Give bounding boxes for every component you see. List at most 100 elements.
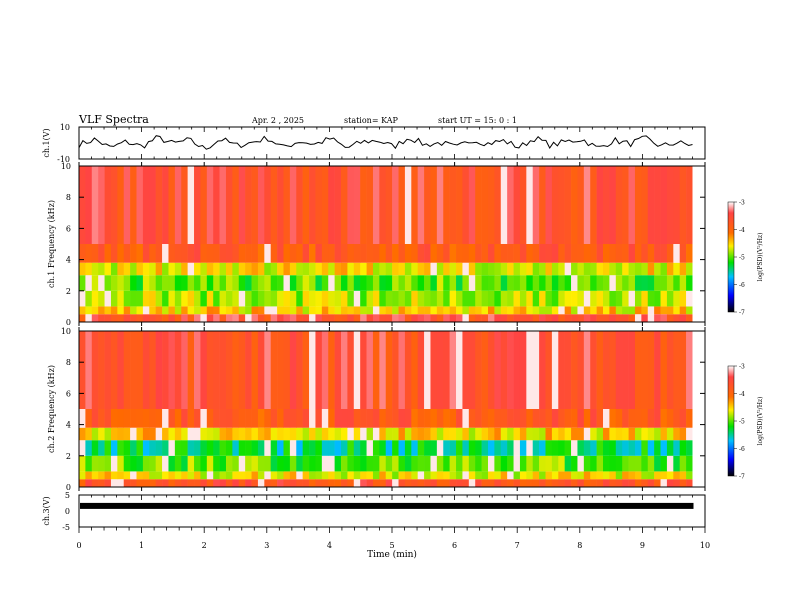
x-tick-label: 6 <box>452 541 457 550</box>
spectrogram-cell <box>647 427 655 441</box>
spectrogram-cell <box>398 314 406 322</box>
spectrogram-cell <box>142 409 150 428</box>
spectrogram-cell <box>366 275 374 291</box>
spectrogram-cell <box>532 440 540 456</box>
spectrogram-cell <box>583 275 591 291</box>
spectrogram-cell <box>372 471 380 480</box>
spectrogram-cell <box>162 244 169 263</box>
spectrogram-cell <box>551 427 559 441</box>
spectrogram-cell <box>98 440 105 456</box>
spectrogram-cell <box>641 427 649 441</box>
spectrogram-cell <box>513 471 521 480</box>
spectrogram-cell <box>577 331 585 409</box>
spectrogram-cell <box>360 471 367 480</box>
spectrogram-cell <box>462 440 470 456</box>
spectrogram-cell <box>130 479 137 487</box>
spectrogram-cell <box>283 471 291 480</box>
spectrogram-cell <box>654 275 661 291</box>
spectrogram-cell <box>411 427 418 441</box>
spectrogram-cell <box>270 455 278 472</box>
spectrogram-cell <box>353 455 361 472</box>
spectrogram-cell <box>647 262 655 276</box>
spectrogram-cell <box>347 290 355 307</box>
spectrogram-cell <box>117 275 125 291</box>
x-tick-label: 1 <box>139 541 144 550</box>
spectrogram-cell <box>494 290 502 307</box>
spectrogram-cell <box>162 427 169 441</box>
spectrogram-cell <box>519 290 527 307</box>
spectrogram-cell <box>539 275 546 291</box>
spectrogram-cell <box>385 479 393 487</box>
spectrogram-cell <box>475 409 482 428</box>
spectrogram-cell <box>462 275 470 291</box>
spectrogram-cell <box>519 166 527 244</box>
spectrogram-cell <box>609 479 617 487</box>
spectrogram-cell <box>270 262 278 276</box>
spectrogram-cell <box>104 471 112 480</box>
spectrogram-cell <box>341 262 348 276</box>
spectrogram-cell <box>347 331 355 409</box>
spectrogram-cell <box>424 455 431 472</box>
spectrogram-cell <box>430 409 438 428</box>
spectrogram-cell <box>123 479 131 487</box>
spectrogram-cell <box>251 427 259 441</box>
spectrogram-cell <box>596 455 604 472</box>
spectrogram-cell <box>372 409 380 428</box>
spectrogram-cell <box>487 331 495 409</box>
spectrogram-cell <box>513 409 521 428</box>
spectrogram-cell <box>622 479 629 487</box>
spectrogram-cell <box>136 409 144 428</box>
spectrogram-cell <box>277 244 284 263</box>
spectrogram-cell <box>162 331 169 409</box>
spectrogram-cell <box>647 479 655 487</box>
ch1-waveform-ylabel: ch.1(V) <box>42 128 51 157</box>
spectrogram-cell <box>436 244 444 263</box>
spectrogram-cell <box>296 427 303 441</box>
spectrogram-cell <box>187 440 195 456</box>
spectrogram-cell <box>372 479 380 487</box>
spectrogram-cell <box>551 262 559 276</box>
spectrogram-cell <box>270 244 278 263</box>
spectrogram-cell <box>628 166 636 244</box>
spectrogram-cell <box>532 479 540 487</box>
spectrogram-cell <box>130 275 137 291</box>
colorbar-tick-label: -6 <box>739 282 745 289</box>
spectrogram-cell <box>513 306 521 315</box>
spectrogram-cell <box>500 409 508 428</box>
spectrogram-cell <box>571 471 578 480</box>
x-tick-label: 7 <box>515 541 520 550</box>
spectrogram-cell <box>104 306 112 315</box>
spectrogram-cell <box>98 306 105 315</box>
spectrogram-cell <box>424 409 431 428</box>
spectrogram-cell <box>79 440 86 456</box>
spectrogram-cell <box>443 479 450 487</box>
spectrogram-cell <box>334 262 342 276</box>
spectrogram-cell <box>168 471 176 480</box>
spectrogram-cell <box>360 427 367 441</box>
spectrogram-cell <box>379 262 387 276</box>
spectrogram-cell <box>583 409 591 428</box>
spectrogram-cell <box>117 427 125 441</box>
spectrogram-cell <box>85 166 93 244</box>
spectrogram-cell <box>660 314 668 322</box>
spectrogram-cell <box>123 290 131 307</box>
spectrogram-cell <box>481 440 489 456</box>
spectrogram-cell <box>436 455 444 472</box>
spectrogram-cell <box>673 409 680 428</box>
spectrogram-cell <box>660 306 668 315</box>
spectrogram-cell <box>366 409 374 428</box>
spectrogram-cell <box>392 479 399 487</box>
spectrogram-cell <box>558 479 565 487</box>
spectrogram-cell <box>98 455 105 472</box>
spectrogram-cell <box>398 455 406 472</box>
spectrogram-cell <box>85 479 93 487</box>
spectrogram-cell <box>539 290 546 307</box>
spectrogram-cell <box>673 306 680 315</box>
spectrogram-cell <box>609 290 617 307</box>
spectrogram-cell <box>309 244 316 263</box>
spectrogram-cell <box>130 314 137 322</box>
spectrogram-cell <box>526 314 534 322</box>
spectrogram-cell <box>404 440 412 456</box>
spectrogram-cell <box>590 440 597 456</box>
spectrogram-cell <box>487 427 495 441</box>
